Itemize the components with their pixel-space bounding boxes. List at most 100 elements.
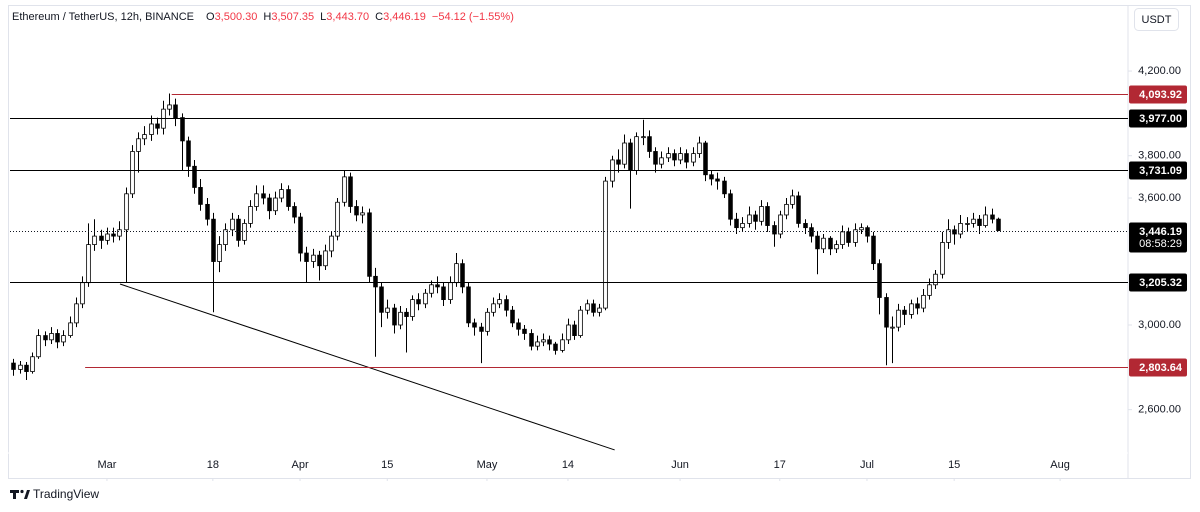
candle-body	[983, 214, 988, 226]
countdown-label: 08:58:29	[1139, 238, 1182, 250]
x-tick-label: 17	[774, 459, 786, 471]
candle-body	[198, 187, 203, 205]
candle-body	[267, 197, 272, 212]
y-tick-label: 3,600.00	[1138, 192, 1181, 204]
candle-body	[273, 197, 278, 212]
candle-body	[479, 326, 484, 332]
ohlc-value: 3,446.19	[383, 11, 426, 23]
candle-body	[279, 189, 284, 199]
level-label: 4,093.92	[1139, 89, 1182, 101]
candle-body	[74, 303, 79, 324]
candle-body	[292, 206, 297, 218]
x-tick-label: 14	[562, 459, 574, 471]
candle-body	[921, 294, 926, 309]
last-price-box	[1129, 222, 1187, 253]
candle-body	[323, 250, 328, 267]
candle-body	[454, 263, 459, 284]
candle-body	[504, 299, 509, 311]
candle-body	[697, 142, 702, 154]
chart-frame	[8, 5, 1191, 479]
candle-body	[236, 218, 241, 241]
candle-body	[896, 309, 901, 328]
candle-body	[261, 193, 266, 199]
ohlc-key: H	[263, 11, 271, 23]
candle-body	[385, 307, 390, 313]
logo-dot	[20, 489, 24, 494]
candle-body	[653, 151, 658, 165]
candle-body	[286, 189, 291, 207]
candle-body	[317, 254, 322, 267]
candle-body	[840, 231, 845, 245]
candle-body	[853, 229, 858, 243]
level-label: 2,803.64	[1139, 362, 1183, 374]
y-tick-label: 4,200.00	[1138, 65, 1181, 77]
candle-body	[547, 339, 552, 345]
candle-body	[410, 299, 415, 317]
brand-name: TradingView	[33, 487, 99, 501]
candle-body	[996, 218, 1001, 231]
candle-body	[186, 140, 191, 167]
candle-body	[834, 244, 839, 250]
candle-body	[871, 235, 876, 265]
candle-body	[859, 227, 864, 231]
ohlc-value: 3,507.35	[271, 11, 314, 23]
candle-body	[142, 134, 147, 140]
candle-body	[348, 176, 353, 207]
candle-body	[890, 326, 895, 329]
candle-body	[578, 309, 583, 336]
candle-body	[709, 174, 714, 180]
candle-body	[180, 117, 185, 142]
candle-body	[659, 157, 664, 165]
candle-body	[765, 206, 770, 226]
candle-body	[772, 225, 777, 235]
candle-body	[136, 138, 141, 152]
x-tick-label: Aug	[1050, 459, 1070, 471]
candle-body	[11, 362, 16, 370]
candle-body	[634, 136, 639, 171]
candle-body	[753, 214, 758, 222]
candle-body	[223, 229, 228, 245]
candle-body	[703, 142, 708, 176]
candle-body	[541, 339, 546, 343]
candle-body	[105, 233, 110, 241]
level-label: 3,205.32	[1139, 277, 1182, 289]
candle-body	[173, 104, 178, 119]
candle-body	[423, 292, 428, 305]
candle-body	[360, 212, 365, 216]
candle-body	[740, 223, 745, 229]
candle-body	[30, 356, 35, 372]
level-label-box	[1129, 85, 1187, 104]
candle-body	[460, 263, 465, 288]
candle-body	[92, 235, 97, 245]
y-tick-label: 3,800.00	[1138, 150, 1181, 162]
candle-body	[902, 309, 907, 315]
y-tick-label: 2,600.00	[1138, 404, 1181, 416]
candle-body	[354, 206, 359, 216]
candle-body	[485, 311, 490, 332]
candle-body	[990, 214, 995, 220]
logo-slash	[24, 490, 30, 499]
level-label: 3,977.00	[1139, 113, 1182, 125]
candle-body	[49, 333, 54, 341]
candle-body	[248, 206, 253, 224]
currency-label[interactable]: USDT	[1142, 14, 1172, 26]
candle-body	[803, 223, 808, 229]
x-tick-label: Mar	[97, 459, 116, 471]
candle-body	[86, 244, 91, 284]
candle-body	[585, 303, 590, 311]
candle-body	[43, 335, 48, 341]
candle-body	[398, 311, 403, 326]
candle-body	[497, 299, 502, 305]
x-tick-label: Apr	[291, 459, 308, 471]
candle-body	[61, 335, 66, 343]
candle-body	[342, 176, 347, 203]
currency-button[interactable]	[1134, 8, 1179, 31]
candle-body	[734, 218, 739, 229]
candle-body	[940, 242, 945, 275]
candle-body	[429, 284, 434, 294]
x-tick-label: 15	[948, 459, 960, 471]
logo-mark	[10, 490, 19, 499]
ohlc-value: 3,443.70	[326, 11, 369, 23]
x-tick-label: Jul	[860, 459, 874, 471]
candle-body	[846, 231, 851, 243]
